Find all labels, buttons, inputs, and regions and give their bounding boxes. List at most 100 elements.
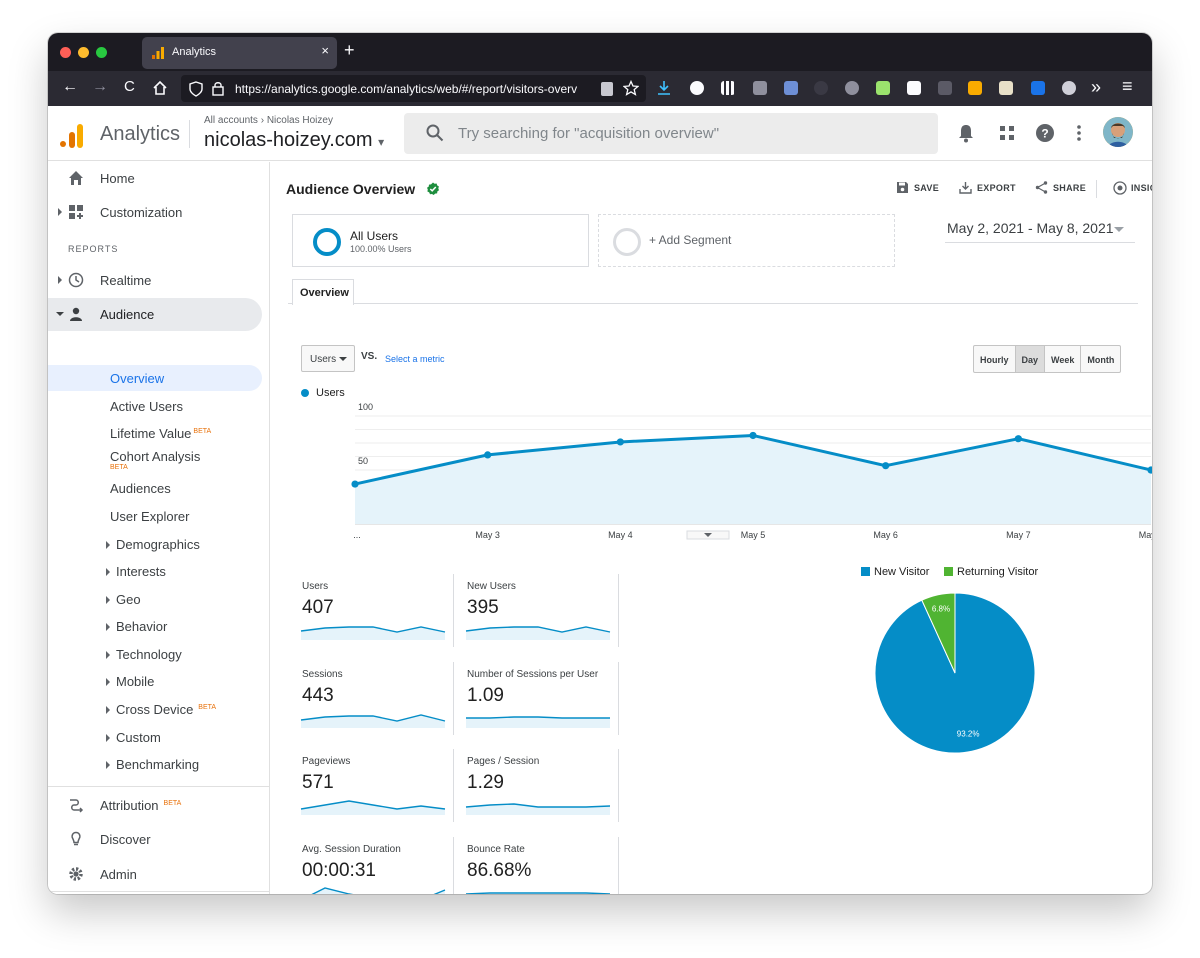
kpi-sessions[interactable]: Sessions 443	[299, 669, 459, 749]
expand-arrow-icon[interactable]	[106, 734, 110, 742]
select-metric-link[interactable]: Select a metric	[385, 354, 445, 364]
extension-3-icon[interactable]	[753, 81, 767, 95]
add-segment-button[interactable]: + Add Segment	[598, 214, 895, 267]
save-button[interactable]: SAVE	[897, 182, 939, 193]
sidebar-item-audiences[interactable]: Audiences	[110, 481, 171, 496]
reload-button[interactable]: C	[124, 78, 135, 95]
hamburger-menu-icon[interactable]: ≡	[1122, 76, 1133, 96]
sidebar-item-cohort-analysis[interactable]: Cohort Analysis BETA	[110, 449, 200, 472]
segment-all-users[interactable]: All Users 100.00% Users	[292, 214, 589, 267]
insights-button[interactable]: INSIGHTS	[1113, 181, 1152, 195]
extension-7-icon[interactable]	[876, 81, 890, 95]
home-icon[interactable]	[152, 80, 168, 96]
extension-13-icon[interactable]	[1062, 81, 1076, 95]
account-caret-icon[interactable]: ▾	[378, 135, 385, 149]
sidebar-item-realtime[interactable]: Realtime	[48, 264, 262, 297]
sidebar-item-audience[interactable]: Audience	[48, 298, 262, 331]
sidebar-group-cross-device[interactable]: Cross Device BETA	[106, 702, 216, 717]
date-range-caret-icon[interactable]	[1114, 227, 1124, 232]
more-options-icon[interactable]	[1068, 122, 1090, 144]
sidebar-group-interests[interactable]: Interests	[106, 564, 166, 579]
sidebar-group-custom[interactable]: Custom	[106, 730, 161, 745]
hourly-button[interactable]: Hourly	[974, 346, 1016, 372]
sidebar-item-active-users[interactable]: Active Users	[110, 399, 183, 414]
notifications-bell-icon[interactable]	[955, 122, 977, 144]
breadcrumb[interactable]: All accounts › Nicolas Hoizey	[204, 115, 333, 126]
search-input[interactable]: Try searching for "acquisition overview"	[458, 125, 720, 142]
extension-2-icon[interactable]	[721, 81, 735, 95]
account-name[interactable]: nicolas-hoizey.com	[204, 129, 373, 151]
day-button[interactable]: Day	[1015, 346, 1046, 372]
sidebar-group-benchmarking[interactable]: Benchmarking	[106, 757, 199, 772]
extension-12-icon[interactable]	[1031, 81, 1045, 95]
minimize-window-button[interactable]	[78, 47, 89, 58]
month-button[interactable]: Month	[1087, 355, 1115, 365]
sidebar-item-discover[interactable]: Discover	[48, 823, 262, 856]
forward-button[interactable]: →	[92, 78, 108, 95]
expand-arrow-icon[interactable]	[106, 651, 110, 659]
new-tab-button[interactable]: +	[344, 40, 355, 60]
expand-arrow-icon[interactable]	[106, 596, 110, 604]
sidebar-item-lifetime-value[interactable]: Lifetime Value BETA	[110, 426, 211, 441]
url-bar[interactable]: https://analytics.google.com/analytics/w…	[181, 75, 646, 102]
bookmark-star-icon[interactable]	[623, 80, 639, 96]
reader-view-icon[interactable]	[601, 82, 613, 96]
apps-grid-icon[interactable]	[996, 122, 1018, 144]
extension-1-icon[interactable]	[690, 81, 704, 95]
expand-arrow-icon[interactable]	[106, 541, 110, 549]
sidebar-item-user-explorer[interactable]: User Explorer	[110, 509, 189, 524]
expand-arrow-icon[interactable]	[106, 761, 110, 769]
share-button[interactable]: SHARE	[1035, 181, 1086, 194]
date-range-picker[interactable]: May 2, 2021 - May 8, 2021	[947, 220, 1114, 236]
breadcrumb-account[interactable]: Nicolas Hoizey	[266, 115, 333, 126]
avatar[interactable]	[1103, 117, 1133, 147]
extension-4-icon[interactable]	[784, 81, 798, 95]
export-button[interactable]: EXPORT	[959, 182, 1016, 194]
kpi-avg-session-duration[interactable]: Avg. Session Duration 00:00:31	[299, 844, 459, 894]
expand-arrow-icon[interactable]	[106, 706, 110, 714]
sidebar-item-home[interactable]: Home	[48, 162, 262, 195]
week-button[interactable]: Week	[1045, 346, 1082, 372]
extension-9-icon[interactable]	[938, 81, 952, 95]
sidebar-item-admin[interactable]: Admin	[48, 858, 262, 891]
extension-6-icon[interactable]	[845, 81, 859, 95]
kpi-users[interactable]: Users 407	[299, 581, 459, 661]
close-window-button[interactable]	[60, 47, 71, 58]
sidebar-group-technology[interactable]: Technology	[106, 647, 182, 662]
sidebar-item-attribution[interactable]: Attribution BETA	[48, 789, 262, 822]
extension-10-icon[interactable]	[968, 81, 982, 95]
browser-tab[interactable]: Analytics ×	[142, 37, 337, 69]
metric-select[interactable]: Users	[301, 345, 355, 372]
expand-arrow-icon[interactable]	[106, 623, 110, 631]
download-icon[interactable]	[657, 80, 671, 96]
expand-arrow-icon[interactable]	[106, 678, 110, 686]
expand-arrow-icon[interactable]	[58, 208, 62, 216]
url-text[interactable]: https://analytics.google.com/analytics/w…	[235, 82, 578, 96]
sidebar-group-behavior[interactable]: Behavior	[106, 619, 167, 634]
shield-icon[interactable]	[189, 81, 203, 97]
tab-overview[interactable]: Overview	[292, 279, 354, 305]
kpi-pages-session[interactable]: Pages / Session 1.29	[464, 756, 624, 836]
sidebar-group-mobile[interactable]: Mobile	[106, 674, 154, 689]
kpi-bounce-rate[interactable]: Bounce Rate 86.68%	[464, 844, 624, 894]
kpi-number-of-sessions-per-user[interactable]: Number of Sessions per User 1.09	[464, 669, 624, 749]
back-button[interactable]: ←	[62, 78, 78, 95]
kpi-new-users[interactable]: New Users 395	[464, 581, 624, 661]
lock-icon[interactable]	[212, 81, 224, 96]
tab-close-icon[interactable]: ×	[321, 43, 329, 58]
search-box[interactable]: Try searching for "acquisition overview"	[404, 113, 938, 154]
breadcrumb-root[interactable]: All accounts	[204, 115, 258, 126]
sidebar-group-demographics[interactable]: Demographics	[106, 537, 200, 552]
kpi-pageviews[interactable]: Pageviews 571	[299, 756, 459, 836]
analytics-logo-icon[interactable]	[60, 124, 84, 148]
extension-5-icon[interactable]	[814, 81, 828, 95]
expand-arrow-icon[interactable]	[106, 568, 110, 576]
sidebar-item-customization[interactable]: Customization	[48, 196, 262, 229]
expand-arrow-icon[interactable]	[58, 276, 62, 284]
sidebar-item-overview[interactable]: Overview	[48, 365, 262, 391]
zoom-window-button[interactable]	[96, 47, 107, 58]
account-selector[interactable]: nicolas-hoizey.com ▾	[204, 129, 384, 152]
help-icon[interactable]: ?	[1034, 122, 1056, 144]
extension-11-icon[interactable]	[999, 81, 1013, 95]
extension-8-icon[interactable]	[907, 81, 921, 95]
